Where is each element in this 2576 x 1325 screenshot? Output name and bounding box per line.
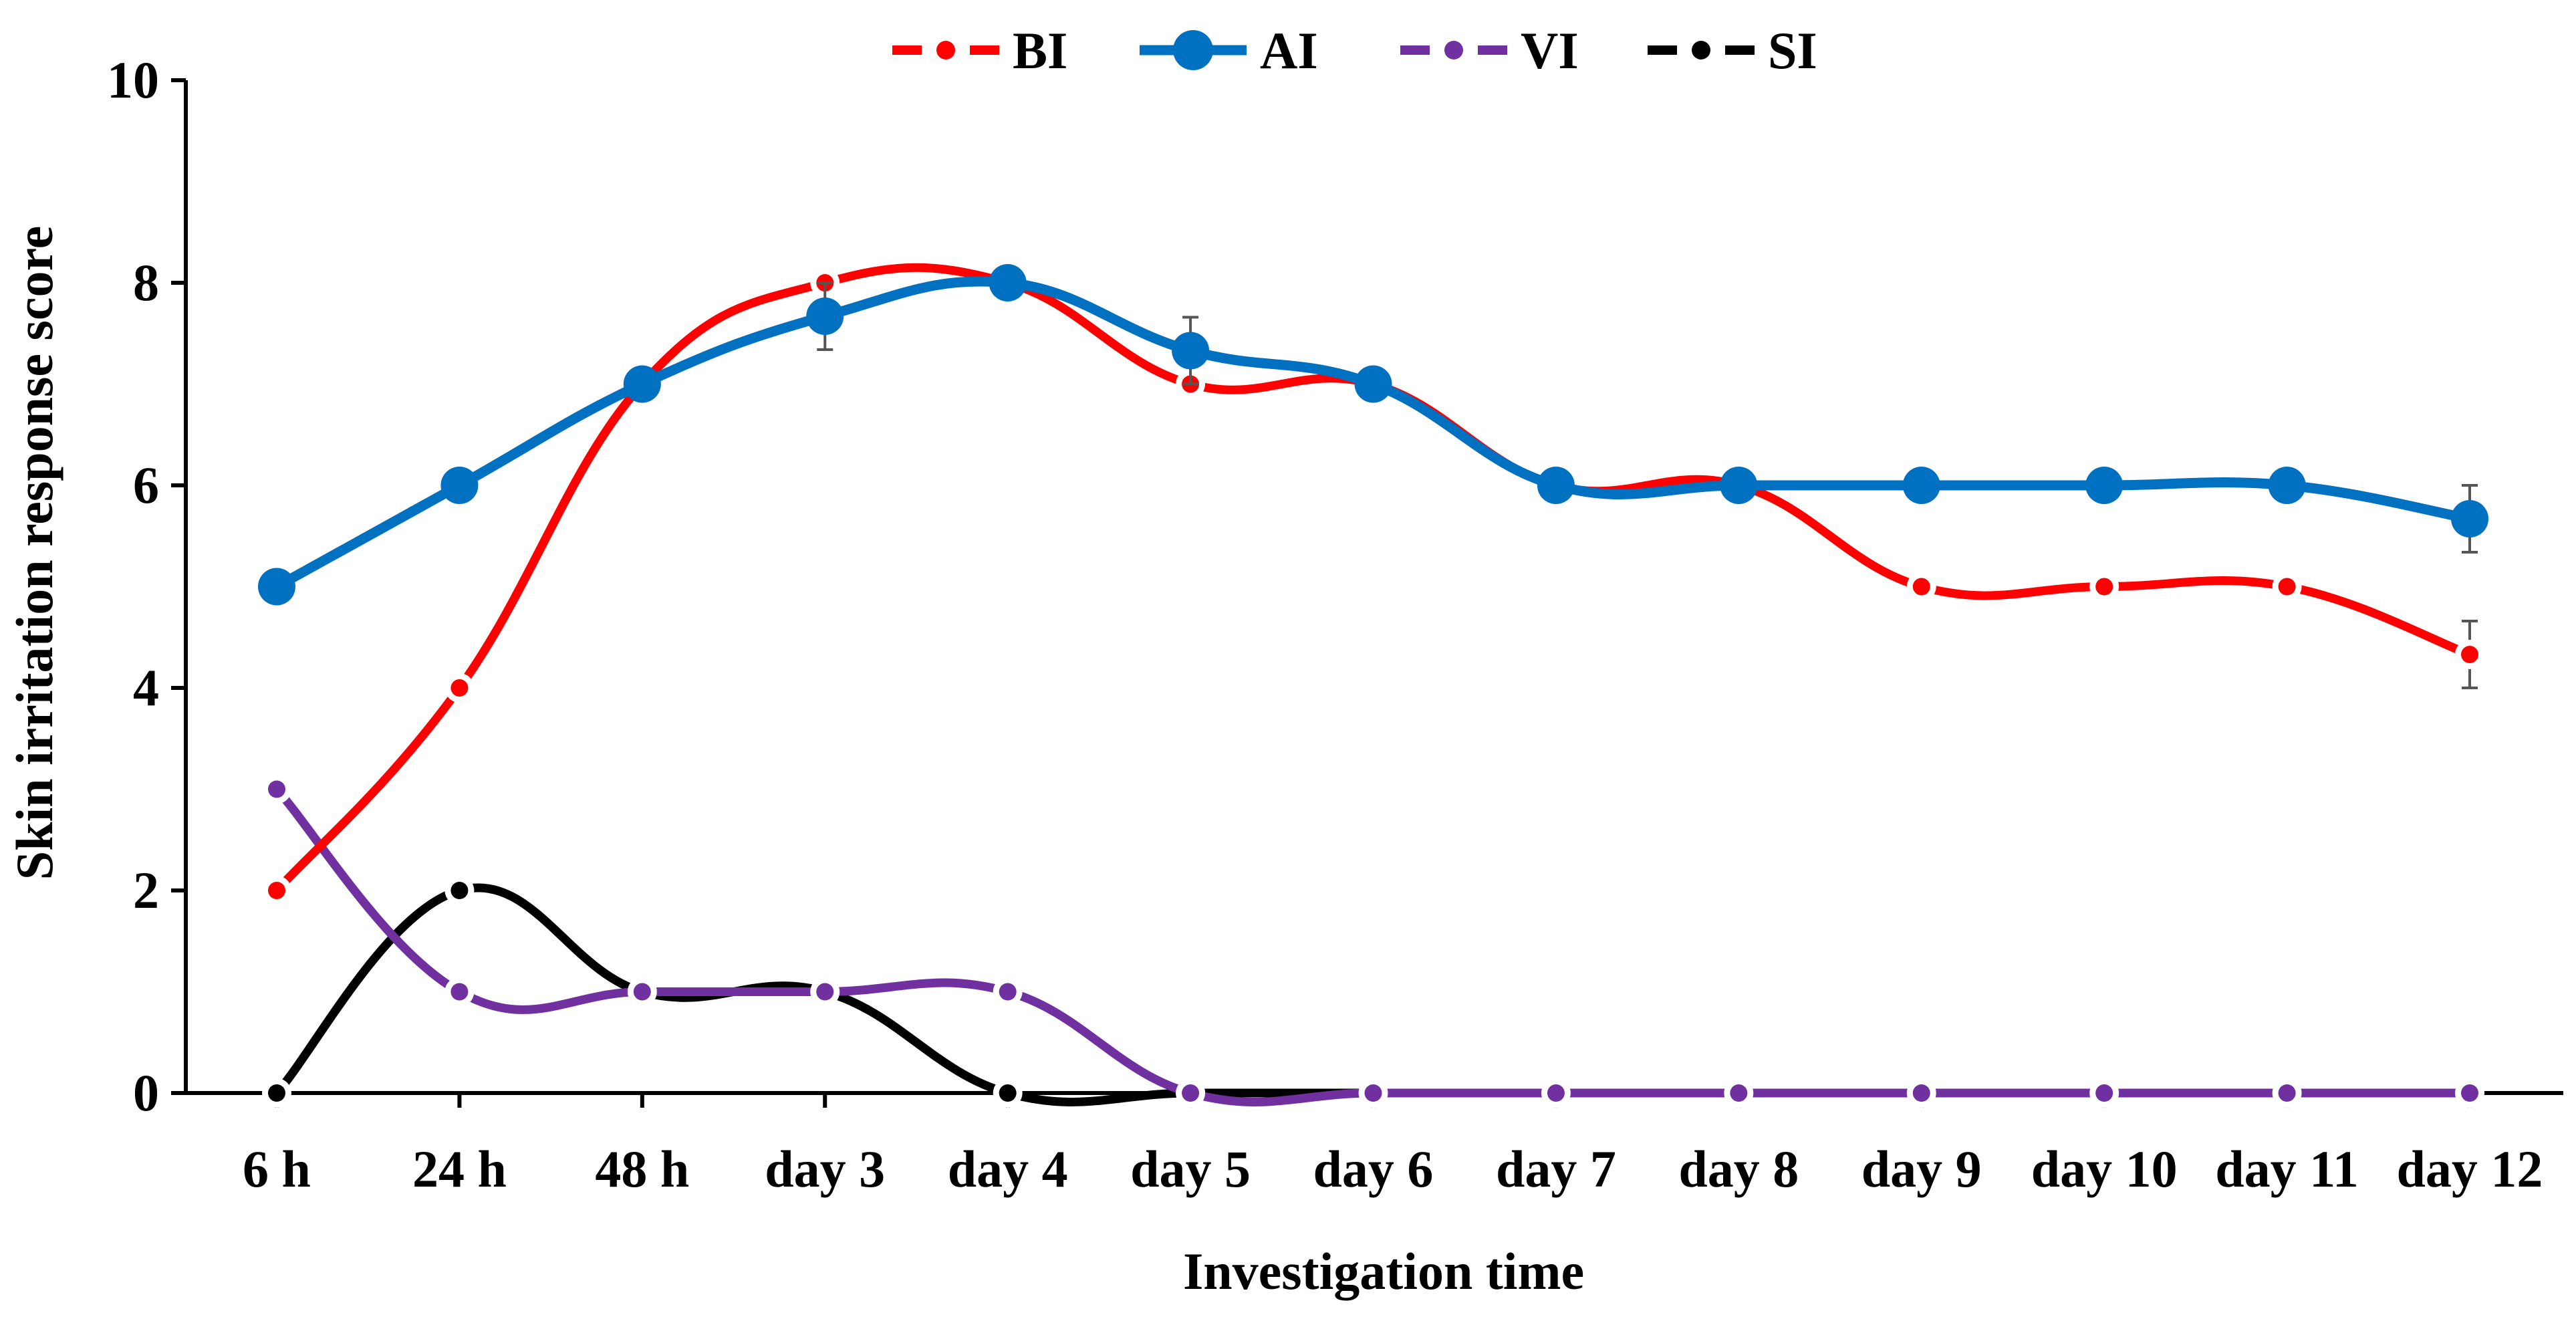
legend-label-bi: BI [1013, 21, 1067, 80]
x-tick-label: day 12 [2397, 1140, 2543, 1198]
series-line-vi [273, 786, 2470, 1106]
y-tick-label: 6 [133, 456, 159, 514]
data-point-ai [806, 297, 844, 335]
data-point-bi [2278, 578, 2296, 596]
x-tick-label: 6 h [243, 1140, 311, 1198]
data-point-vi [1912, 1084, 1930, 1102]
data-point-vi [2095, 1084, 2113, 1102]
x-tick-label: day 3 [765, 1140, 885, 1198]
data-point-ai [440, 467, 479, 504]
y-tick-label: 8 [133, 253, 159, 312]
x-tick-label: 48 h [595, 1140, 689, 1198]
data-point-bi [2461, 646, 2478, 664]
data-point-ai [2085, 467, 2123, 504]
data-point-ai [1902, 467, 1940, 504]
data-point-vi [1730, 1084, 1748, 1102]
series-ai [258, 264, 2488, 606]
data-point-si [450, 882, 469, 899]
data-point-ai [1537, 467, 1575, 504]
y-tick-label: 2 [133, 861, 159, 919]
legend-marker-bi [936, 41, 955, 59]
x-tick-label: day 8 [1678, 1140, 1799, 1198]
y-tick-label: 4 [133, 658, 159, 717]
data-point-bi [450, 679, 469, 697]
x-tick-label: day 5 [1130, 1140, 1251, 1198]
legend-label-ai: AI [1260, 21, 1318, 80]
data-point-vi [2461, 1084, 2478, 1102]
legend-marker-ai [1173, 30, 1213, 70]
legend-label-vi: VI [1521, 21, 1579, 80]
x-tick-label: day 6 [1313, 1140, 1434, 1198]
data-point-ai [989, 264, 1027, 302]
data-point-bi [268, 882, 285, 899]
series-si [262, 876, 2484, 1108]
legend-item-vi: VI [1400, 21, 1579, 80]
y-tick-label: 10 [107, 51, 159, 109]
data-point-ai [258, 568, 295, 606]
data-point-ai [2451, 499, 2488, 537]
series-bi [262, 263, 2484, 905]
data-point-vi [999, 983, 1017, 1001]
series-vi [262, 774, 2484, 1108]
x-tick-label: day 4 [948, 1140, 1068, 1198]
y-axis-title: Skin irritation response score [5, 226, 63, 880]
data-point-si [999, 1084, 1017, 1102]
data-point-vi [268, 780, 285, 798]
legend-marker-si [1692, 41, 1710, 59]
data-point-vi [633, 983, 651, 1001]
data-point-ai [623, 365, 661, 403]
data-point-vi [2278, 1084, 2296, 1102]
data-point-vi [450, 983, 469, 1001]
legend-item-si: SI [1648, 21, 1817, 80]
y-tick-label: 0 [133, 1064, 159, 1122]
legend-item-bi: BI [892, 21, 1067, 80]
data-point-ai [2268, 467, 2306, 504]
x-tick-label: day 9 [1861, 1140, 1982, 1198]
series-line-bi [273, 263, 2472, 894]
data-point-ai [1720, 467, 1758, 504]
x-tick-label: day 10 [2031, 1140, 2178, 1198]
x-tick-label: 24 h [412, 1140, 507, 1198]
data-point-vi [1364, 1084, 1382, 1102]
data-point-vi [1182, 1084, 1200, 1102]
data-point-vi [1547, 1084, 1565, 1102]
x-tick-label: day 7 [1496, 1140, 1616, 1198]
data-point-vi [816, 983, 834, 1001]
data-point-ai [1172, 332, 1210, 370]
data-point-ai [1354, 365, 1392, 403]
x-axis-title: Investigation time [1183, 1242, 1584, 1300]
data-point-bi [1912, 578, 1930, 596]
data-point-bi [2095, 578, 2113, 596]
x-tick-label: day 11 [2215, 1140, 2359, 1198]
data-point-si [268, 1084, 285, 1102]
legend-label-si: SI [1768, 21, 1817, 80]
legend-item-ai: AI [1140, 21, 1318, 80]
legend-marker-vi [1444, 41, 1463, 59]
